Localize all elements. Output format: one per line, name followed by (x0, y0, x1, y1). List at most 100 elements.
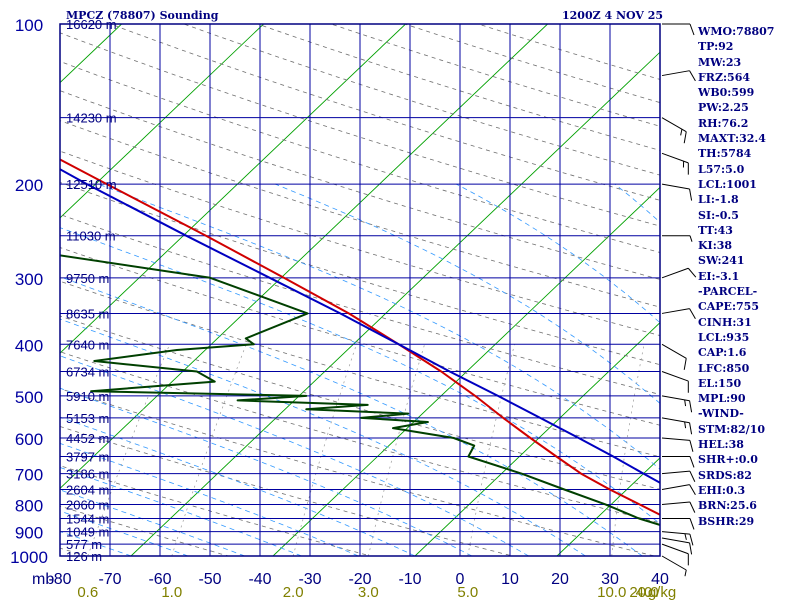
height-label: 2604 m (66, 483, 109, 498)
index-item: HEL:38 (698, 438, 744, 452)
wind-barb-staff (661, 537, 690, 544)
moist-adiabat-line (60, 276, 643, 556)
index-item: MW:23 (698, 55, 742, 69)
dry-adiabat-line (60, 90, 660, 280)
wind-barb (661, 417, 693, 435)
height-label: 8635 m (66, 306, 109, 321)
wind-barb-flag (689, 456, 695, 468)
index-item: MAXT:32.4 (698, 132, 766, 146)
pressure-axis-labels: 100 200 300 400 500 600 700 800 900 1000 (10, 16, 48, 567)
index-item: TT:43 (698, 223, 733, 237)
index-item: LCL:1001 (698, 177, 757, 191)
wind-barb-half-flag (684, 569, 687, 577)
index-item: WB0:599 (698, 86, 755, 100)
wind-barb-staff (661, 501, 690, 505)
index-item: -WIND- (698, 407, 744, 421)
height-label: 4452 m (66, 431, 109, 446)
wind-barb (661, 531, 694, 546)
wind-barb-flag (689, 440, 694, 452)
height-label: 577 m (66, 537, 102, 552)
isotherm-line (272, 186, 660, 556)
index-item: LFC:850 (698, 361, 750, 375)
mixing-ratio-label: 10.0 (597, 584, 626, 600)
plot-frame (59, 23, 661, 557)
wind-barb-staff (661, 555, 687, 571)
wind-barb (661, 117, 687, 144)
wind-barb (661, 484, 696, 496)
pressure-tick-label: 300 (15, 270, 43, 289)
pressure-tick-label: 1000 (10, 548, 48, 567)
index-item: EL:150 (698, 376, 742, 390)
height-label: 12510 m (66, 177, 117, 192)
index-item: CAP:1.6 (698, 346, 747, 360)
wind-barb (662, 23, 695, 36)
wind-barb-flag (689, 542, 693, 555)
dry-adiabat-line (60, 60, 660, 253)
height-label: 7640 m (66, 337, 109, 352)
wind-barb-flag (683, 358, 687, 370)
index-item: BSHR:29 (698, 514, 755, 528)
wind-barb-half-flag (680, 129, 683, 136)
temperature-tick-label: -50 (198, 571, 221, 588)
height-label: 2060 m (66, 497, 109, 512)
temperature-trace (60, 158, 660, 516)
wind-barb-flag (689, 501, 696, 513)
height-label: 6734 m (66, 365, 109, 380)
index-item: TH:5784 (698, 147, 752, 161)
mixing-ratio-label: 40 (636, 584, 653, 600)
index-item: KI:38 (698, 239, 733, 253)
wind-barb-flag (687, 267, 697, 278)
pressure-tick-label: 800 (15, 496, 43, 515)
mixing-ratio-label: 20.0 (629, 584, 658, 600)
index-item: STM:82/10 (698, 422, 765, 436)
wind-barb-flag (689, 484, 696, 496)
stability-indices-list: WMO:78807 TP:92 MW:23 FRZ:564 WB0:599 PW:2.25… (698, 24, 774, 529)
dewpoint-trace (60, 254, 660, 526)
wind-barb (661, 308, 696, 319)
height-label: 14230 m (66, 111, 117, 126)
pressure-tick-label: 200 (15, 176, 43, 195)
mixing-ratio-label: 0.6 (77, 584, 98, 600)
mixing-ratio-unit: g/kg (648, 584, 676, 600)
wind-barb-flag (689, 518, 695, 530)
mixing-ratio-label: 5.0 (457, 584, 478, 600)
pressure-tick-label: 500 (15, 388, 43, 407)
index-item: SRDS:82 (698, 468, 752, 482)
pressure-tick-label: 100 (15, 16, 43, 35)
index-item: EI:-3.1 (698, 269, 740, 283)
wind-barb-flag (689, 23, 695, 36)
isotherm-line (414, 322, 660, 556)
moist-adiabat-line (456, 183, 660, 324)
dry-adiabat-line (60, 280, 660, 458)
temperature-axis-labels: mb-80 -70 -60 -50 -40 -30 -20 -10 0 10 20 30 40 (32, 571, 669, 588)
mixing-ratio-label: 3.0 (358, 584, 379, 600)
index-item: RH:76.2 (698, 116, 749, 130)
wind-barb (661, 437, 694, 452)
wind-barb-half-flag (684, 533, 687, 540)
wind-barb-staff (661, 183, 690, 190)
index-item: LCL:935 (698, 330, 750, 344)
pressure-tick-label: 400 (15, 336, 43, 355)
index-item: WMO:78807 (698, 25, 775, 38)
index-item: BRN:25.6 (698, 499, 757, 513)
wind-barb-staff (661, 470, 690, 475)
moist-adiabat-line (60, 510, 188, 556)
wind-barb-flag (689, 533, 694, 546)
index-item: PW:2.25 (698, 101, 749, 115)
pressure-tick-label: 700 (15, 466, 43, 485)
pressure-tick-label: 600 (15, 430, 43, 449)
index-item: SI:-0.5 (698, 208, 739, 222)
wind-barb-half-flag (684, 399, 687, 407)
sounding-traces (60, 158, 660, 526)
wind-barb-flag (689, 308, 696, 319)
index-item: CAPE:755 (698, 300, 759, 314)
wind-barb-flag (683, 131, 687, 144)
pressure-tick-label: 900 (15, 524, 43, 543)
parcel-trace (60, 168, 660, 484)
wind-barb-staff (661, 267, 689, 279)
index-item: CINH:31 (698, 315, 752, 329)
wind-barb-half-flag (689, 235, 693, 242)
